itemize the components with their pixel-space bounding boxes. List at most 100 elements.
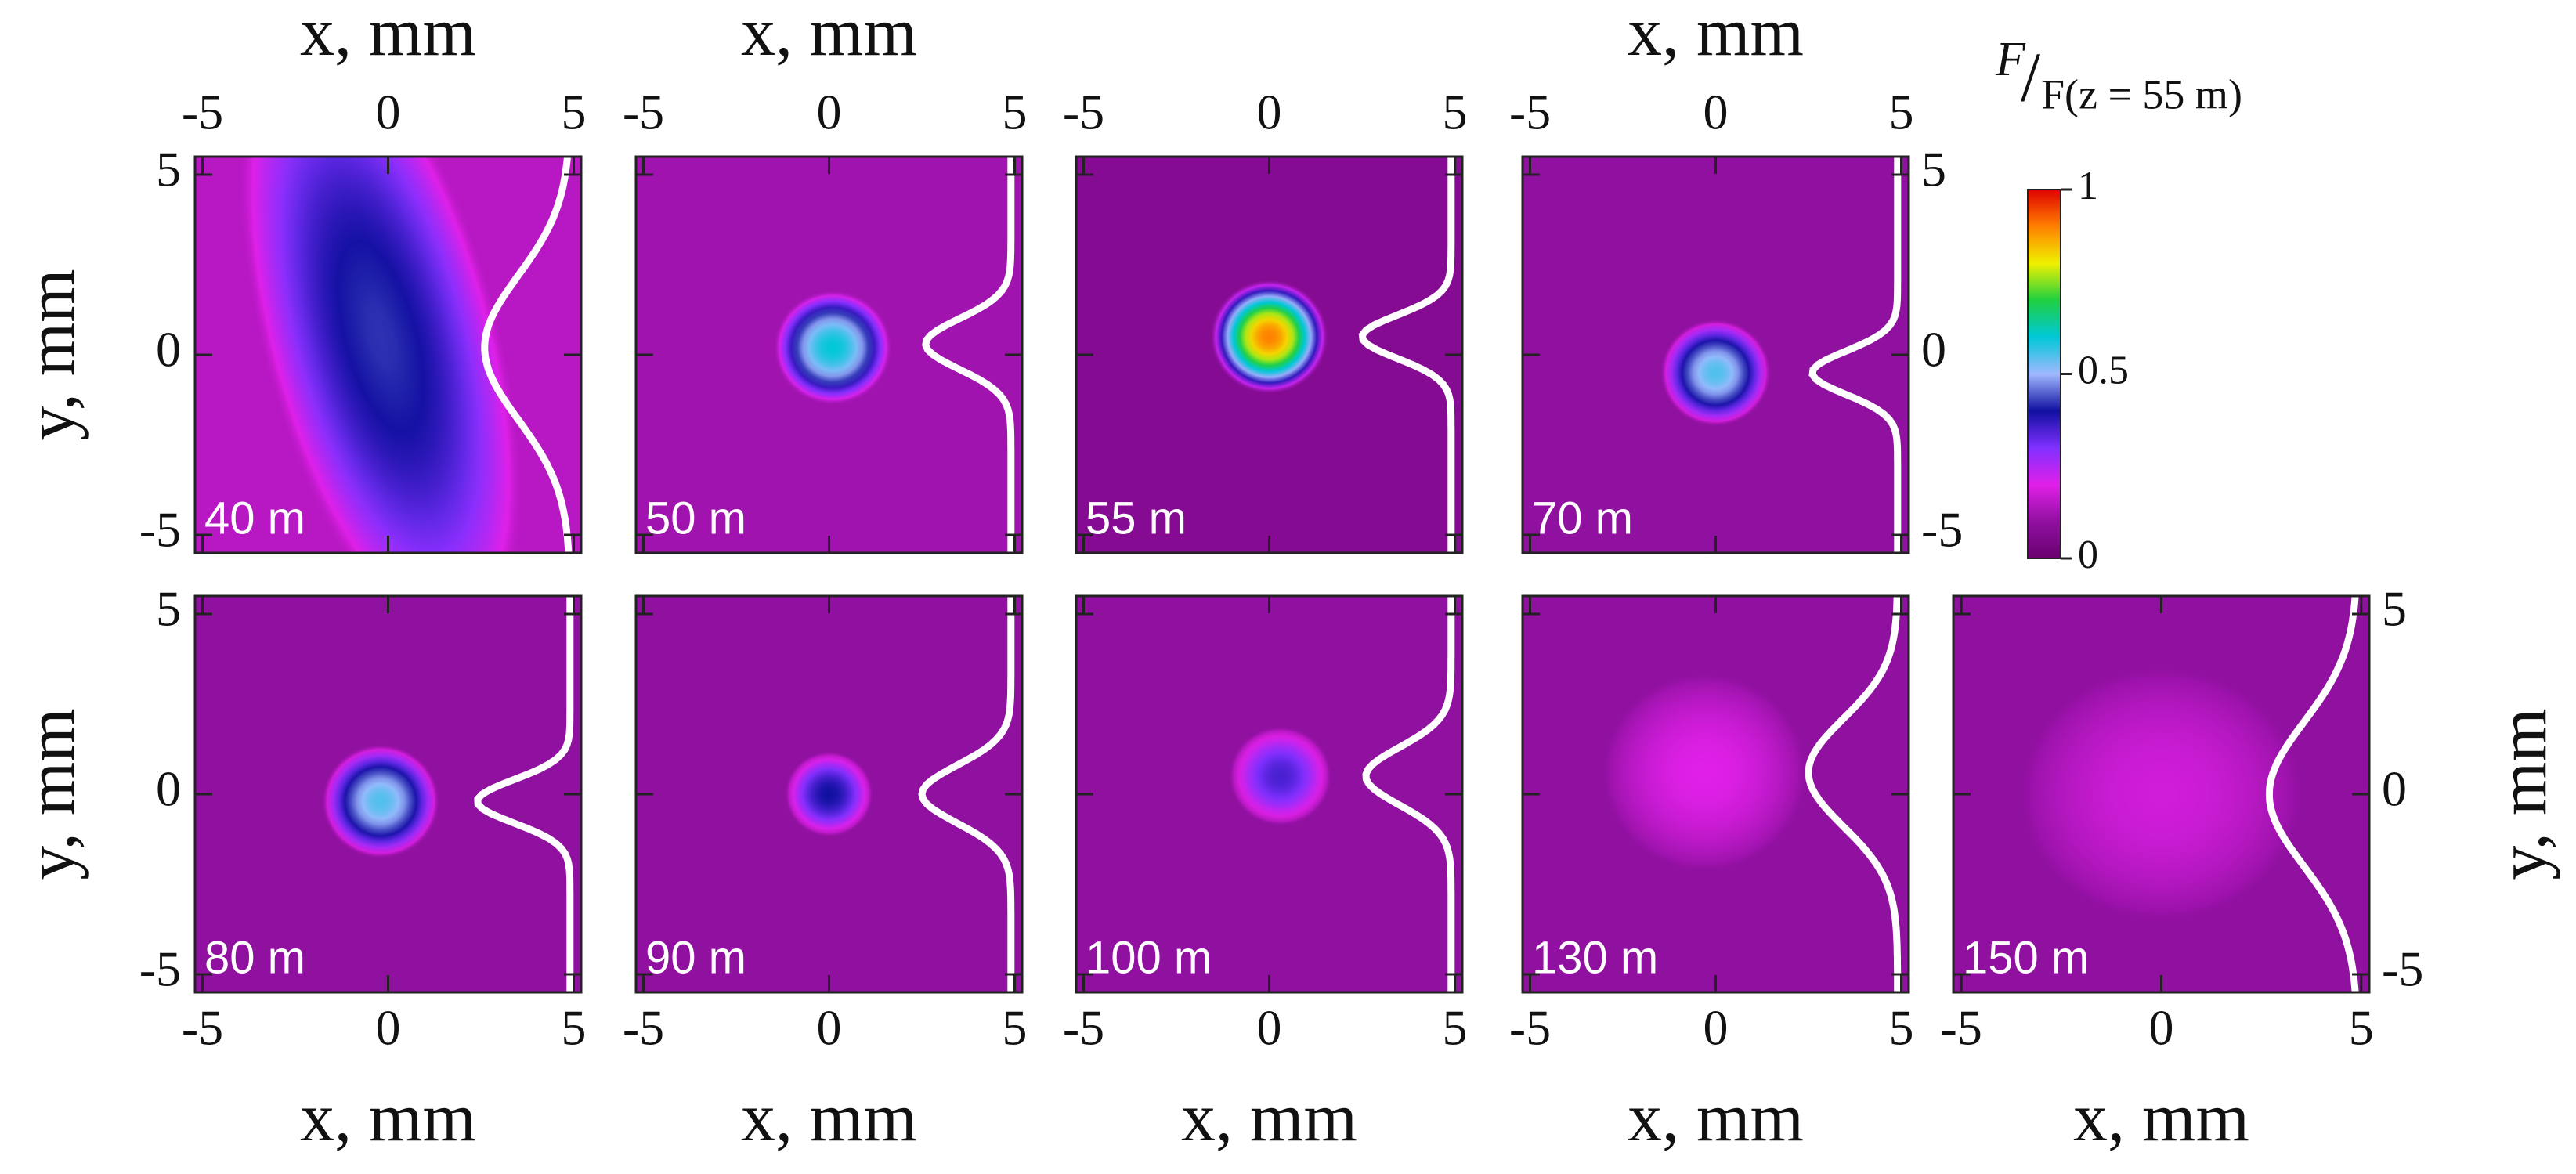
colorbar-label-slash: / <box>2021 39 2040 117</box>
profile-curve <box>1358 157 1455 553</box>
y-tick-label: 5 <box>1921 142 1946 197</box>
colorbar-tick-label: 0 <box>2078 533 2098 577</box>
panel-image <box>1076 157 1462 553</box>
x-axis-label: x, mm <box>2073 1080 2249 1156</box>
beam-spot <box>238 157 523 553</box>
profile-curve <box>2265 596 2359 992</box>
beam-spot <box>773 290 893 406</box>
panel-label: 40 m <box>204 493 305 544</box>
panel-image <box>1076 596 1462 992</box>
panel: 90 m -5 0 5 x, mm <box>623 594 1028 1156</box>
y-tick-label: 0 <box>156 761 181 817</box>
colorbar-label-numerator: F <box>1995 33 2026 86</box>
x-tick-label: 0 <box>2149 1000 2174 1056</box>
beam-spot <box>784 750 874 838</box>
panel-image <box>195 157 581 553</box>
x-tick-label: -5 <box>1509 85 1551 140</box>
colorbar-label-denominator: F(z = 55 m) <box>2041 70 2242 117</box>
y-tick-label: 0 <box>1921 322 1946 377</box>
x-tick-label: 5 <box>1889 85 1914 140</box>
beam-spot <box>2017 664 2306 924</box>
panel: 130 m -5 0 5 x, mm <box>1509 594 1914 1156</box>
panel: 70 m -5 0 5 -5 0 5 x, mm <box>1509 0 1963 558</box>
panel-label: 80 m <box>204 932 305 983</box>
panel-image <box>1523 157 1909 553</box>
x-axis-label: x, mm <box>1628 0 1804 70</box>
x-tick-label: 5 <box>1443 1000 1468 1056</box>
x-tick-label: 5 <box>1003 85 1028 140</box>
x-tick-label: 0 <box>1703 85 1729 140</box>
panel-label: 90 m <box>645 932 746 983</box>
panel-label: 70 m <box>1532 493 1633 544</box>
x-tick-label: 0 <box>817 85 842 140</box>
colorbar-tick-label: 0.5 <box>2078 348 2129 392</box>
x-axis-label: x, mm <box>741 0 917 70</box>
x-axis-label: x, mm <box>300 1080 476 1156</box>
panel-label: 55 m <box>1086 493 1187 544</box>
beam-spot <box>1209 279 1329 395</box>
panel-label: 130 m <box>1532 932 1658 983</box>
x-axis-label: x, mm <box>741 1080 917 1156</box>
x-tick-label: -5 <box>1063 1000 1104 1056</box>
y-tick-label: -5 <box>1921 502 1963 558</box>
beam-spot <box>1228 725 1333 827</box>
x-tick-label: 0 <box>1257 1000 1282 1056</box>
x-tick-label: 0 <box>1257 85 1282 140</box>
y-tick-label: -5 <box>2382 941 2423 997</box>
y-tick-label: 0 <box>156 322 181 377</box>
panel: 55 m -5 0 5 <box>1063 85 1468 554</box>
profile-curve <box>1805 596 1902 992</box>
x-tick-label: 5 <box>562 85 587 140</box>
y-tick-label: 0 <box>2382 761 2407 817</box>
y-axis-label: y, mm <box>13 269 89 440</box>
x-tick-label: -5 <box>623 1000 664 1056</box>
x-tick-label: 5 <box>2349 1000 2374 1056</box>
y-tick-label: -5 <box>139 941 181 997</box>
x-tick-label: 5 <box>1443 85 1468 140</box>
y-axis-label: y, mm <box>13 708 89 880</box>
x-tick-label: -5 <box>1509 1000 1551 1056</box>
profile-curve <box>481 157 573 553</box>
x-tick-label: -5 <box>182 85 223 140</box>
x-tick-label: 5 <box>1003 1000 1028 1056</box>
x-tick-label: 0 <box>376 1000 401 1056</box>
profile-curve <box>918 596 1015 992</box>
x-axis-label: x, mm <box>1181 1080 1357 1156</box>
panel-image <box>636 157 1022 553</box>
profile-curve <box>1808 157 1902 553</box>
beam-spot <box>1600 671 1809 874</box>
panel-image <box>1523 596 1909 992</box>
colorbar <box>2027 189 2061 559</box>
y-tick-label: 5 <box>156 142 181 197</box>
x-tick-label: -5 <box>1063 85 1104 140</box>
panel-label: 50 m <box>645 493 746 544</box>
x-axis-label: x, mm <box>300 0 476 70</box>
panel: 80 m -5 0 5 -5 0 5 x, mm y, mm <box>13 581 586 1157</box>
panel-label: 150 m <box>1963 932 2089 983</box>
profile-curve <box>474 596 574 992</box>
x-tick-label: -5 <box>182 1000 223 1056</box>
x-tick-label: 0 <box>817 1000 842 1056</box>
profile-curve <box>922 157 1015 553</box>
y-axis-label: y, mm <box>2485 708 2561 880</box>
x-tick-label: -5 <box>623 85 664 140</box>
profile-curve <box>1362 596 1455 992</box>
colorbar-tick-label: 1 <box>2078 164 2098 208</box>
x-tick-label: -5 <box>1941 1000 1982 1056</box>
x-tick-label: 0 <box>376 85 401 140</box>
panel-image <box>1953 596 2369 992</box>
panel-label: 100 m <box>1086 932 1212 983</box>
beam-spot <box>1660 319 1772 427</box>
x-tick-label: 5 <box>1889 1000 1914 1056</box>
x-axis-label: x, mm <box>1628 1080 1804 1156</box>
y-tick-label: 5 <box>156 581 181 637</box>
panel: 100 m -5 0 5 x, mm <box>1063 594 1468 1156</box>
x-tick-label: 5 <box>562 1000 587 1056</box>
beam-spot <box>321 743 440 859</box>
y-tick-label: 5 <box>2382 581 2407 637</box>
x-tick-label: 0 <box>1703 1000 1729 1056</box>
panel-image <box>636 596 1022 992</box>
